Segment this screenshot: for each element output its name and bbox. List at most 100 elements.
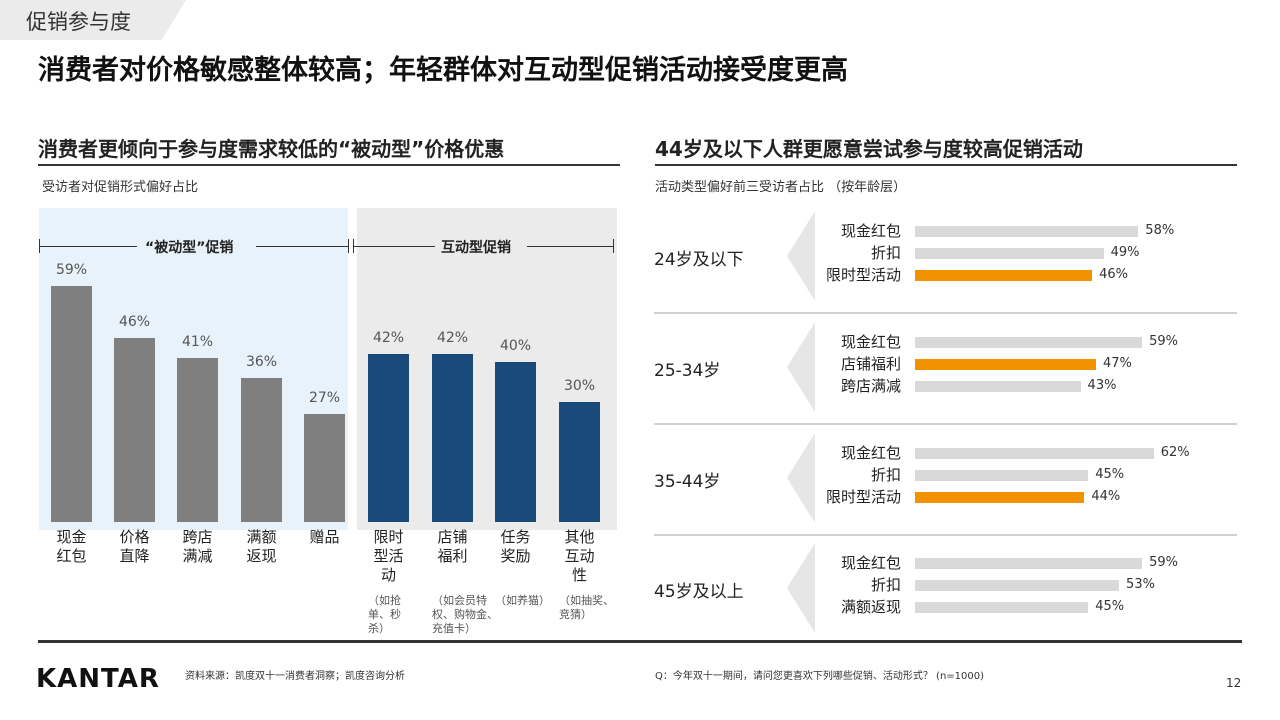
age-group-item-value: 44% [1091,489,1121,504]
interactive-bracket-line-right [527,246,613,247]
page-number: 12 [1226,676,1242,690]
bar-8 [495,362,536,522]
bar-example-note-line: （如抢 [368,594,401,607]
age-group-item-value: 49% [1110,245,1140,260]
right-chart-title: 44岁及以下人群更愿意尝试参与度较高促销活动 [655,137,1083,161]
age-group-separator [654,534,1237,536]
bar-example-note-line: （如养猫） [495,594,550,607]
bar-2 [114,338,155,522]
right-title-rule [655,164,1237,166]
bar-category-label: 店铺 福利 [424,528,481,566]
interactive-bracket-line-left [353,246,435,247]
footer-rule [38,640,1242,643]
bar-category-label-line: 店铺 [437,528,468,546]
bar-category-label-line: 现金 [56,528,87,546]
bar-category-label-line: 返现 [246,547,277,565]
interactive-bracket-right-tick [613,239,614,253]
age-group-item-label: 现金红包 [840,222,901,240]
bar-example-note-line: 杀） [368,622,390,635]
bar-example-note: （如抢 单、秒 杀） [368,594,401,636]
bar-value-label: 42% [436,330,469,346]
age-group-item-value: 59% [1149,555,1179,570]
age-group-separator [654,312,1237,314]
age-group-name: 45岁及以上 [654,582,744,602]
survey-question: Q：今年双十一期间，请问您更喜欢下列哪些促销、活动形式？ (n=1000) [655,671,985,682]
age-group-item-label: 现金红包 [840,444,901,462]
section-tag-label: 促销参与度 [26,10,131,34]
age-group-item-value: 45% [1095,467,1125,482]
page-headline: 消费者对价格敏感整体较高；年轻群体对互动型促销活动接受度更高 [38,55,848,86]
age-group-item-label: 跨店满减 [840,377,901,395]
bar-example-note: （如养猫） [495,594,550,608]
bar-category-label-line: 福利 [437,547,468,565]
age-group-item-bar [915,558,1143,569]
age-group-item-label: 现金红包 [840,554,901,572]
age-group-name: 25-34岁 [654,361,721,381]
source-note: 资料来源：凯度双十一消费者洞察；凯度咨询分析 [185,671,405,682]
bar-category-label: 限时 型活动 [360,528,417,585]
age-group-item-label: 现金红包 [840,333,901,351]
bar-category-label-line: 其他 [564,528,595,546]
bar-category-label-line: 互动 [564,547,595,565]
bar-example-note-line: 竞猜） [559,608,592,621]
age-group-separator [654,423,1237,425]
bar-example-note: （如抽奖、 竞猜） [559,594,614,622]
age-group-item-label: 店铺福利 [840,355,901,373]
bar-6 [368,354,409,522]
bar-example-note-line: 单、秒 [368,608,401,621]
bar-1 [51,286,92,522]
age-group-item-bar [915,580,1120,591]
age-group-item-bar [915,359,1096,370]
age-group-item-label: 满额返现 [840,598,901,616]
age-group-item-value: 45% [1095,599,1125,614]
bar-category-label-line: 跨店 [182,528,213,546]
bar-category-label: 满额 返现 [233,528,290,566]
bar-value-label: 59% [55,262,88,278]
age-group-item-label: 折扣 [870,576,901,594]
bar-category-label-line: 动 [380,566,396,584]
kantar-logo: KANTAR [36,664,160,694]
bar-3 [177,358,218,522]
passive-bracket-line-left [39,246,137,247]
passive-group-label: “被动型”促销 [145,240,234,256]
bar-category-label-line: 红包 [56,547,87,565]
age-group-item-value: 58% [1145,223,1175,238]
bar-value-label: 30% [563,378,596,394]
bar-category-label-line: 价格 [119,528,150,546]
left-chart-caption: 受访者对促销形式偏好占比 [42,180,199,195]
bar-value-label: 27% [308,390,341,406]
right-chart-caption: 活动类型偏好前三受访者占比 （按年龄层） [655,180,907,195]
age-group-item-value: 62% [1160,445,1190,460]
passive-bracket-line-right [256,246,348,247]
age-group-item-value: 53% [1126,577,1155,592]
bar-example-note-line: 权、购物金、 [432,608,498,621]
bar-value-label: 46% [118,314,151,330]
age-group-item-bar [915,337,1143,348]
bar-example-note-line: （如抽奖、 [559,594,614,607]
age-group-item-label: 折扣 [870,466,901,484]
bar-7 [432,354,473,522]
left-title-rule [38,164,620,166]
bar-category-label: 任务 奖励 [487,528,544,566]
bar-category-label: 赠品 [296,528,353,547]
age-group-item-label: 限时型活动 [825,488,901,506]
promo-preference-bar-chart [51,286,600,522]
passive-bracket-right-tick [348,239,349,253]
section-tag: 促销参与度 [0,0,186,40]
age-group-item-bar [915,470,1089,481]
bar-category-label-line: 性 [571,566,587,584]
bar-4 [241,378,282,522]
bar-example-note-line: 充值卡） [432,622,476,635]
age-group-item-bar [915,270,1093,281]
age-group-item-bar [915,226,1139,237]
bar-category-label: 其他 互动性 [551,528,608,585]
age-group-name: 24岁及以下 [654,250,744,270]
bar-value-label: 40% [499,338,532,354]
bar-5 [304,414,345,522]
age-group-item-bar [915,448,1154,459]
age-group-item-value: 47% [1102,356,1132,371]
left-chart-title: 消费者更倾向于参与度需求较低的“被动型”价格优惠 [38,137,505,161]
bar-category-label-line: 限时 [373,528,404,546]
age-group-item-label: 折扣 [870,244,901,262]
bar-category-label-line: 直降 [119,547,150,565]
